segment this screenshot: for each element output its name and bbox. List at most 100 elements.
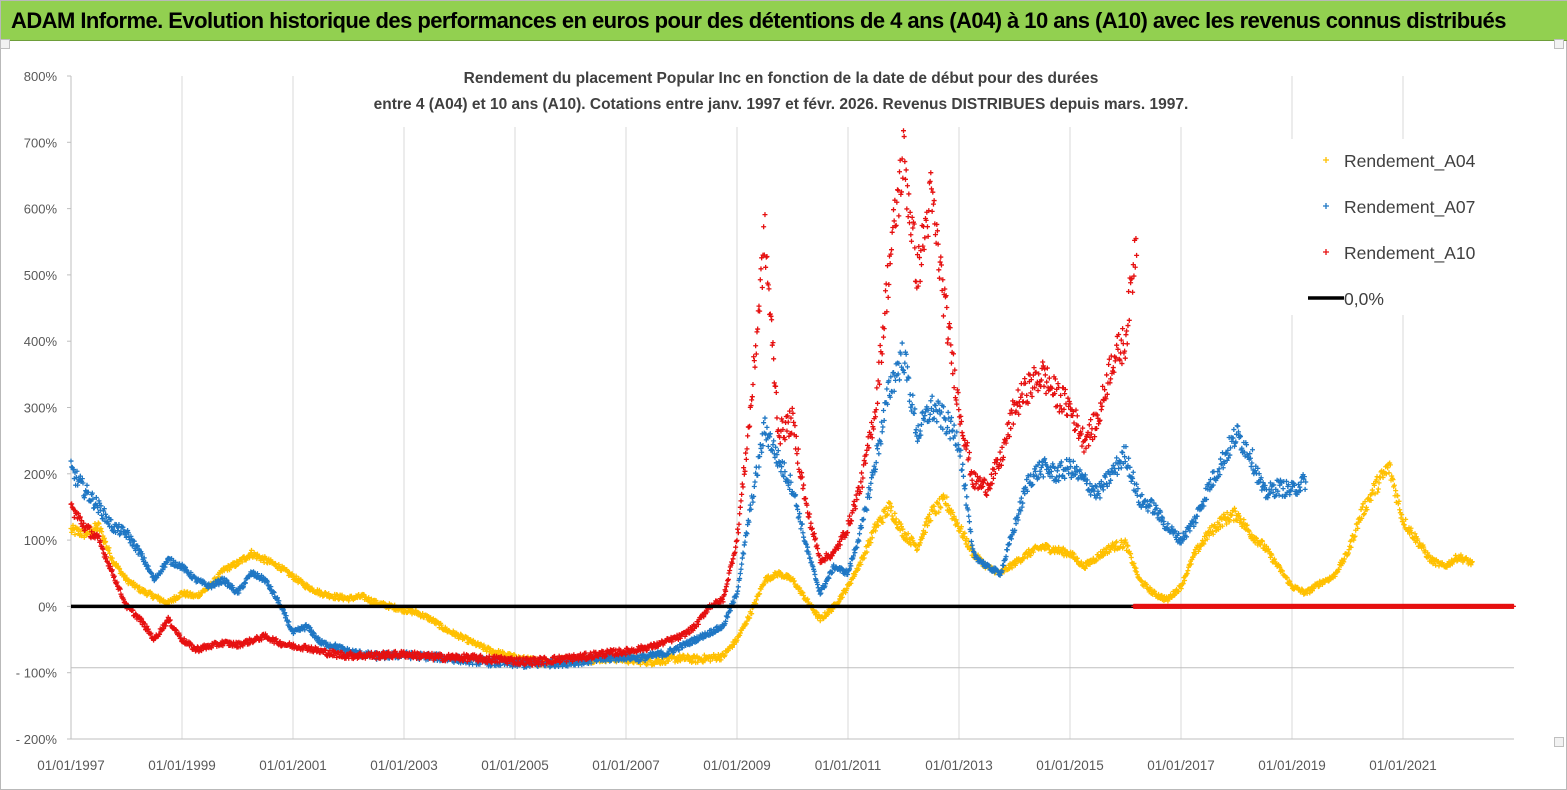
x-tick-label: 01/01/1999 [148,758,216,773]
data-point [960,473,966,479]
x-tick-label: 01/01/2007 [592,758,660,773]
data-point [293,573,299,579]
data-point [149,590,155,596]
data-point [81,534,87,540]
data-point [216,574,222,580]
data-point [702,658,708,664]
y-tick-label: 200% [24,467,58,482]
x-tick-label: 01/01/2011 [815,758,882,773]
data-point [663,660,669,666]
x-tick-label: 01/01/2013 [925,758,993,773]
data-point [747,615,753,621]
data-point [1369,487,1375,493]
data-point [764,424,770,430]
series-Rendement_A07 [68,340,1309,670]
x-tick-label: 01/01/2005 [481,758,549,773]
data-point [812,571,818,577]
data-point [734,637,740,643]
data-point [69,529,75,535]
data-point [964,494,970,500]
data-point [928,398,934,404]
data-point [72,532,78,538]
data-point [103,539,109,545]
y-tick-label: - 200% [16,732,58,747]
data-point [1124,465,1130,471]
data-point [771,575,777,581]
data-point [1397,507,1403,513]
data-point [879,429,885,435]
data-point [707,658,713,664]
data-point [105,547,111,553]
data-point [101,535,107,541]
y-tick-label: 500% [24,268,58,283]
data-point [857,531,863,537]
data-point [645,661,651,667]
x-tick-label: 01/01/2009 [703,758,771,773]
data-point [938,505,944,511]
x-tick-label: 01/01/2021 [1369,758,1437,773]
data-point [106,545,112,551]
data-point [1004,547,1010,553]
data-point [1054,468,1060,474]
banner-title: ADAM Informe. Evolution historique des p… [11,8,1506,33]
data-point [968,538,974,544]
data-point [888,508,894,514]
data-point [966,513,972,519]
data-point [899,340,905,346]
data-point [1249,460,1255,466]
data-point [1375,486,1381,492]
data-point [197,592,203,598]
y-tick-label: 600% [24,202,58,217]
x-tick-label: 01/01/2015 [1036,758,1104,773]
data-point [346,598,352,604]
x-tick-label: 01/01/1997 [37,758,105,773]
data-point [751,483,757,489]
data-point [1040,474,1046,480]
chart-axes [67,75,1514,740]
data-point [1231,427,1237,433]
data-point [860,517,866,523]
x-tick-label: 01/01/2001 [259,758,327,773]
data-point [761,420,767,426]
data-point [906,398,912,404]
data-point [96,521,102,527]
series-Rendement_A04 [68,460,1475,669]
data-point [753,597,759,603]
data-point [117,566,123,572]
data-point [326,591,332,597]
data-point [99,529,105,535]
y-tick-label: 0% [38,599,57,614]
data-point [884,386,890,392]
data-point [948,415,954,421]
data-point [750,499,756,505]
data-point [895,525,901,531]
data-point [907,392,913,398]
data-point [892,510,898,516]
data-point [904,364,910,370]
data-point [771,438,777,444]
data-point [276,561,282,567]
data-point [137,584,143,590]
data-point [1280,486,1286,492]
data-point [744,618,750,624]
data-point [177,594,183,600]
data-point [801,534,807,540]
data-point [738,566,744,572]
data-point [185,589,191,595]
data-point [743,621,749,627]
data-point [70,522,76,528]
data-point [305,583,311,589]
data-point [142,587,148,593]
data-point [197,593,203,599]
data-point [962,486,968,492]
data-point [373,598,379,604]
data-point [787,472,793,478]
data-point [685,654,691,660]
data-point [1386,470,1392,476]
data-point [233,563,239,569]
data-point [1302,486,1308,492]
data-point [1249,447,1255,453]
data-point [868,480,874,486]
data-point [929,393,935,399]
data-point [770,442,776,448]
